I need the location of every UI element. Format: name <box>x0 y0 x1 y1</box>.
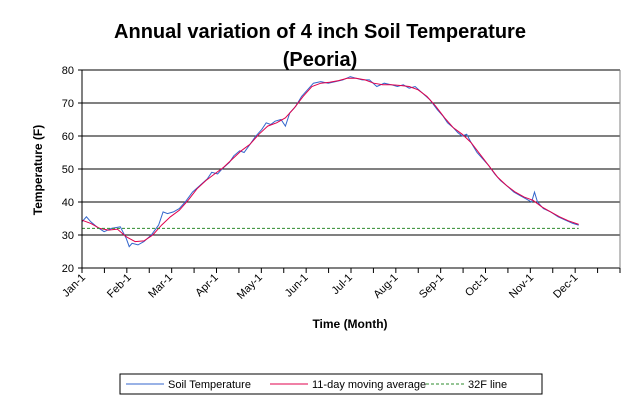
x-tick-labels: Jan-1 Feb-1 Mar-1 Apr-1 May-1 Jun-1 Jul-1 Aug-1… <box>60 272 580 302</box>
plot-area <box>81 69 621 273</box>
y-axis-label: Temperature (F) <box>31 125 45 215</box>
x-tick-label: Feb-1 <box>105 272 134 301</box>
x-tick-label: Aug-1 <box>371 272 400 301</box>
chart-title-line1: Annual variation of 4 inch Soil Temperat… <box>114 21 526 43</box>
y-tick-label: 40 <box>62 197 74 209</box>
x-tick-label: Dec-1 <box>551 272 580 301</box>
x-tick-label: Jun-1 <box>283 272 311 300</box>
series-line-11-day-moving-average <box>81 77 579 243</box>
legend-label: 11-day moving average <box>312 379 426 391</box>
legend-items: Soil Temperature 11-day moving average 32F… <box>126 379 507 391</box>
x-tick-label: Jul-1 <box>330 272 355 297</box>
legend-box <box>119 373 543 395</box>
y-tick-label: 50 <box>62 164 74 176</box>
x-tick-label: Nov-1 <box>507 272 536 301</box>
legend-label: Soil Temperature <box>168 379 251 391</box>
y-tick-label: 70 <box>62 98 74 110</box>
x-tick-label: Mar-1 <box>146 272 175 301</box>
series-layer <box>81 76 579 248</box>
x-tick-label: Apr-1 <box>193 272 221 300</box>
y-tick-labels: 20 30 40 50 60 70 80 <box>62 65 82 275</box>
y-tick-label: 60 <box>62 131 74 143</box>
y-tick-label: 20 <box>62 263 74 275</box>
legend: Soil Temperature 11-day moving average 32F… <box>119 373 543 395</box>
x-tick-label: May-1 <box>235 272 265 302</box>
chart-title-line2: (Peoria) <box>283 49 357 71</box>
y-tick-label: 80 <box>62 65 74 77</box>
x-tick-label: Sep-1 <box>417 272 446 301</box>
legend-label: 32F line <box>468 379 507 391</box>
x-tick-label: Oct-1 <box>463 272 491 300</box>
y-tick-label: 30 <box>62 230 74 242</box>
x-tick-label: Jan-1 <box>60 272 88 300</box>
x-axis-label: Time (Month) <box>312 317 387 331</box>
